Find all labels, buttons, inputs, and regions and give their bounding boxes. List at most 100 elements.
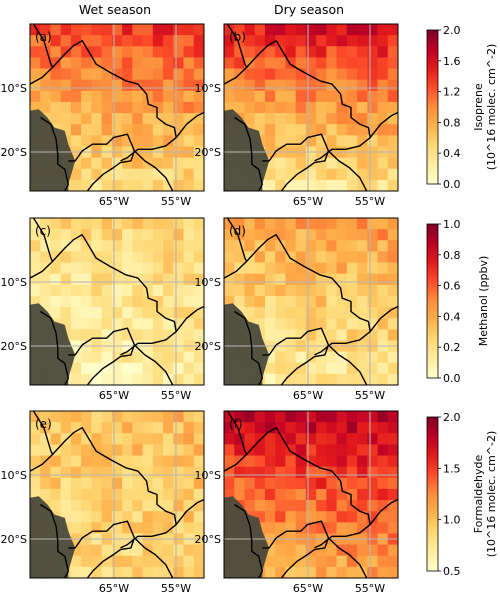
heatmap-cell [30, 24, 41, 36]
heatmap-cell [142, 113, 154, 125]
heatmap-cell [275, 555, 286, 568]
heatmap-cell [285, 101, 297, 114]
heatmap-cell [316, 262, 327, 275]
heatmap-cell [81, 35, 92, 47]
country-border [224, 40, 371, 162]
heatmap-cell [316, 433, 327, 445]
heatmap-cell [70, 362, 82, 375]
heatmap-cell [132, 124, 143, 136]
heatmap-cells [224, 411, 398, 578]
heatmap-cell [357, 488, 368, 501]
heatmap-cell [336, 444, 348, 456]
colorbar-tick-label: 1.0 [443, 218, 461, 231]
heatmap-cell [305, 411, 317, 423]
colorbar-tick-label: 1.6 [443, 55, 461, 68]
heatmap-cell [152, 135, 164, 147]
heatmap-cell [275, 124, 286, 136]
heatmap-cell [326, 135, 337, 147]
heatmap-cell [132, 373, 143, 385]
heatmap-cell [357, 135, 368, 147]
heatmap-cell [316, 411, 327, 423]
colorbar-tick-label: 0.0 [443, 178, 461, 191]
lon-tick-label: 55°W [161, 582, 191, 595]
heatmap-cell [173, 240, 184, 252]
heatmap-cell [316, 488, 327, 501]
heatmap-cell [254, 90, 266, 103]
heatmap-cell [305, 500, 317, 512]
heatmap-cell [275, 488, 286, 501]
heatmap-cell [142, 79, 154, 92]
heatmap-cell [316, 422, 327, 434]
heatmap-cell [173, 455, 184, 468]
heatmap-cell [387, 488, 398, 501]
country-border [327, 344, 368, 385]
heatmap-cell [50, 24, 62, 36]
heatmap-cell [70, 351, 82, 364]
country-border [133, 150, 174, 191]
heatmap-cell [357, 101, 368, 114]
heatmap-cell [142, 307, 154, 319]
heatmap-cell [111, 500, 123, 512]
colorbar-label: Formaldehyde [472, 455, 485, 534]
heatmap-cell [60, 113, 72, 125]
heatmap-cell [60, 218, 72, 230]
heatmap-cell [367, 555, 378, 568]
heatmap-cell [101, 35, 113, 47]
heatmap-cell [193, 251, 204, 263]
heatmap-cell [163, 555, 174, 568]
heatmap-cell [142, 240, 154, 252]
heatmap-cell [336, 57, 348, 69]
heatmap-cell [142, 135, 154, 147]
heatmap-cell [275, 351, 286, 364]
heatmap-cell [357, 422, 368, 434]
heatmap-cell [30, 57, 41, 69]
heatmap-cell [142, 477, 154, 490]
heatmap-cell [326, 411, 337, 423]
heatmap-cell [183, 284, 195, 297]
heatmap-cell [101, 351, 113, 364]
lat-tick-label: 10°S [1, 82, 27, 95]
heatmap-cell [336, 229, 348, 241]
heatmap-cell [387, 318, 398, 330]
heatmap-cell [193, 24, 204, 36]
heatmap-cell [173, 307, 184, 319]
heatmap-cell [152, 168, 164, 181]
heatmap-cell [40, 240, 51, 252]
heatmap-cell [50, 101, 62, 114]
heatmap-cell [387, 466, 398, 479]
heatmap-cell [336, 466, 348, 479]
heatmap-cell [122, 68, 133, 81]
heatmap-cell [193, 168, 204, 181]
heatmap-cell [91, 477, 103, 490]
heatmap-cell [40, 444, 51, 456]
heatmap-cell [50, 455, 62, 468]
heatmap-cell [264, 488, 276, 501]
heatmap-cell [305, 35, 317, 47]
country-border [262, 133, 330, 191]
heatmap-cell [275, 466, 286, 479]
heatmap-cell [316, 373, 327, 385]
heatmap-cell [275, 411, 286, 423]
heatmap-cell [81, 90, 92, 103]
heatmap-cell [254, 411, 266, 423]
heatmap-cell [336, 79, 348, 92]
heatmap-cell [111, 273, 123, 286]
country-border [133, 537, 174, 578]
heatmap-cell [387, 373, 398, 385]
heatmap-cell [111, 488, 123, 501]
heatmap-cell [30, 477, 41, 490]
colorbar-tick-label: 2.0 [443, 24, 461, 37]
heatmap-cell [285, 135, 297, 147]
heatmap-cell [183, 351, 195, 364]
heatmap-cell [254, 500, 266, 512]
heatmap-cell [357, 362, 368, 375]
heatmap-cell [285, 522, 297, 534]
heatmap-cell [122, 411, 133, 423]
heatmap-cell [183, 444, 195, 456]
lon-tick-label: 55°W [355, 195, 385, 208]
heatmap-cell [50, 433, 62, 445]
lon-tick-label: 65°W [293, 582, 323, 595]
heatmap-cell [264, 373, 276, 385]
heatmap-cell [70, 229, 82, 241]
country-border [262, 327, 330, 385]
